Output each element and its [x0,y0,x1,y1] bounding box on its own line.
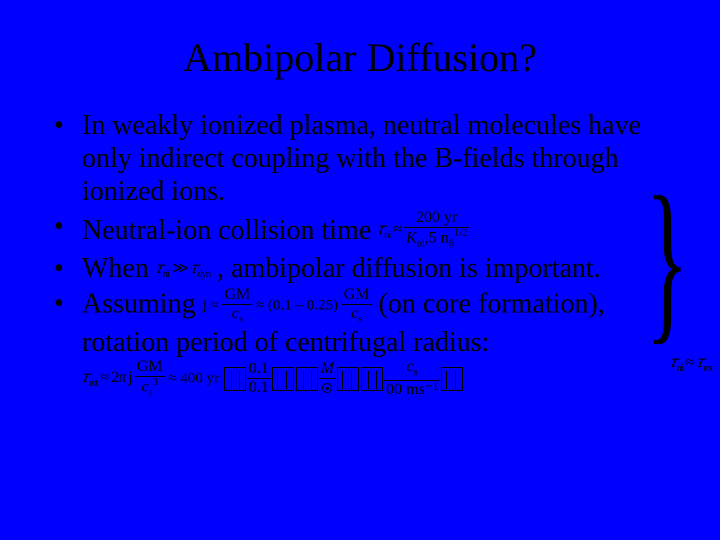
equation-tau-rot: 𝜏rot ≈ 2π j GM cs3 ≈ 400 yr 0.10.1 Mcs00 … [82,359,464,399]
eqj-f1n: GM [222,287,252,305]
bullet-2: Neutral-ion collision time 𝜏ni ≈ 200 yr … [54,210,684,250]
eqr-tf3: cs00 ms⁻¹ [384,359,440,398]
eqj-lhs: j ≈ [203,298,219,314]
equation-tau-ni: 𝜏ni ≈ 200 yr Kni,5 n61/2 [377,210,469,250]
eq3-t1sub: ni [163,269,169,280]
eq-den-sub2: 6 [449,239,454,250]
bullet-1: In weakly ionized plasma, neutral molecu… [54,109,684,208]
eqr-M: M [321,360,334,377]
eqr-tf1: 0.10.1 [247,361,271,396]
eq-den: Kni,5 n61/2 [404,228,469,250]
eqr-f1n: GM [135,359,165,377]
bullet-4: Assuming j ≈ GM cs ≈ (0.1 – 0.25) GM cs … [54,287,684,399]
eq-num: 200 yr [404,210,469,228]
eqr-sub: rot [89,378,98,389]
ba-t1: 𝜏 [670,354,677,371]
eq3-t2sub: dyn [197,269,210,280]
eq-approx: ≈ [393,221,401,238]
eq-den-mid: ,5 n [425,229,449,246]
glyph-box-3 [296,367,318,391]
brace-annotation: 𝜏ni ≈ 𝜏rot [670,354,712,374]
bullet-2-text: Neutral-ion collision time [82,214,371,247]
bullet-4-before: Assuming [82,289,203,320]
glyph-box-5 [361,367,383,391]
bullet-1-text: In weakly ionized plasma, neutral molecu… [82,110,641,207]
eq3-t1: 𝜏 [156,260,163,277]
eqr-a1: ≈ 2π j [100,369,131,386]
eqj-f2n: GM [342,287,372,305]
slide-title: Ambipolar Diffusion? [36,34,684,81]
bullet-list: In weakly ionized plasma, neutral molecu… [36,109,684,399]
eq-sub-ni: ni [384,230,390,241]
bullet-3: When 𝜏ni ≫ 𝜏dyn , ambipolar diffusion is… [54,252,684,285]
eqr-a2: ≈ 400 yr [168,370,219,386]
eqr-tau: 𝜏 [82,369,89,386]
ba-t2s: rot [703,363,712,374]
equation-j: j ≈ GM cs ≈ (0.1 – 0.25) GM cs [203,287,372,326]
eqj-frac2: GM cs [342,287,372,326]
glyph-box-1 [224,367,246,391]
glyph-box-4 [337,367,359,391]
glyph-box-6 [441,367,463,391]
ba-t1s: ni [677,363,683,374]
ba-rel: ≈ [686,354,694,371]
slide: Ambipolar Diffusion? In weakly ionized p… [0,0,720,540]
eqr-tf2: M [319,361,336,396]
equation-tau-compare: 𝜏ni ≫ 𝜏dyn [156,260,210,281]
bullet-3-before: When [82,253,156,284]
eq-frac: 200 yr Kni,5 n61/2 [404,210,469,250]
eqr-tf1d: 0.1 [247,379,271,396]
eqj-mid: ≈ (0.1 – 0.25) [256,298,338,314]
eq-den-sup: 1/2 [454,228,467,239]
bullet-3-after: , ambipolar diffusion is important. [217,253,601,284]
eqr-ms: 00 ms⁻¹ [384,381,440,398]
eqj-frac1: GM cs [222,287,252,326]
eqr-frac1: GM cs3 [135,359,165,399]
sun-icon [322,383,332,393]
glyph-box-2 [272,367,294,391]
eq-den-sub1: ni [417,239,425,250]
eq3-rel: ≫ [172,260,188,277]
eqr-tf1n: 0.1 [247,361,271,379]
eq-den-K: K [406,229,417,246]
